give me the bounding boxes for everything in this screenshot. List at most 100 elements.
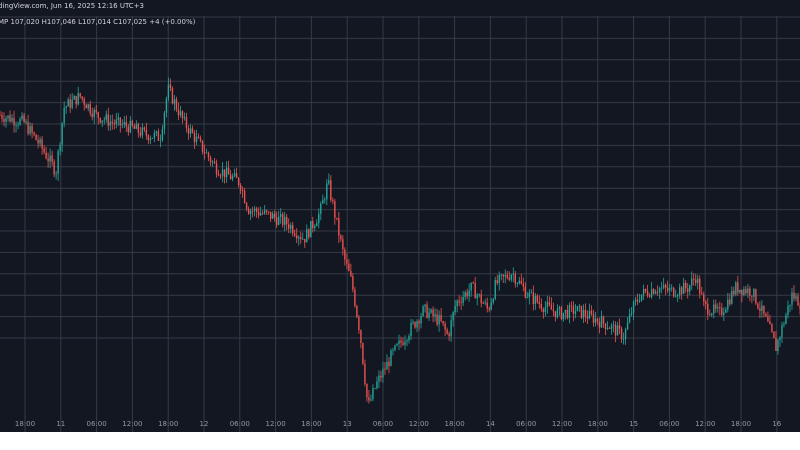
time-axis-tick-label: 18:00 (731, 420, 751, 428)
candle-body (753, 289, 755, 297)
candle-body (370, 399, 372, 401)
candle-body (320, 203, 322, 214)
time-axis-tick-label: 18:00 (15, 420, 35, 428)
time-axis-tick-label: 06:00 (373, 420, 393, 428)
candle-body (117, 117, 119, 120)
candle-body (380, 375, 382, 378)
candle-body (57, 151, 59, 174)
candle-body (328, 180, 330, 184)
candle-body (640, 294, 643, 301)
candle-body (221, 169, 224, 176)
candle-body (693, 278, 695, 280)
candle-body (296, 235, 298, 239)
time-axis-tick-label: 15 (629, 420, 638, 428)
candle-body (604, 323, 607, 330)
candle-body (392, 349, 394, 351)
candle-body (634, 299, 637, 302)
candle-body (195, 136, 198, 142)
candle-body (55, 173, 57, 175)
candle-body (127, 126, 130, 133)
candle-body (775, 338, 777, 351)
time-axis-tick-label: 18:00 (588, 420, 608, 428)
candle-body (777, 340, 779, 351)
candle-body (769, 321, 771, 325)
candle-body (452, 312, 454, 321)
candle-body (334, 201, 336, 218)
time-axis-tick-label: 16 (772, 420, 781, 428)
candle-body (729, 299, 731, 304)
candle-body (660, 287, 663, 289)
candle-body (177, 109, 180, 116)
candle-body (508, 277, 510, 280)
candle-body (420, 316, 422, 324)
candle-body (149, 138, 152, 141)
candle-body (703, 294, 705, 302)
time-axis-tick-label: 12:00 (266, 420, 286, 428)
candle-body (482, 303, 484, 305)
candle-body (592, 314, 595, 323)
candle-body (685, 282, 687, 289)
candle-body (312, 221, 314, 228)
candle-body (594, 318, 597, 323)
candle-body (400, 340, 402, 343)
candle-body (125, 122, 128, 127)
time-axis-background (0, 432, 800, 450)
candle-body (498, 275, 500, 284)
candle-body (476, 295, 478, 299)
candle-body (731, 290, 733, 304)
candle-body (464, 292, 466, 298)
candle-body (478, 294, 480, 296)
candle-body (171, 88, 174, 104)
candle-body (624, 329, 627, 340)
time-axis-tick-label: 18:00 (445, 420, 465, 428)
candle-body (179, 111, 182, 116)
candle-body (109, 121, 111, 126)
candle-body (65, 106, 67, 108)
candle-body (394, 345, 396, 350)
candle-body (783, 323, 785, 326)
candle-body (376, 381, 378, 389)
candle-body (468, 290, 470, 297)
candle-body (314, 226, 316, 228)
candle-body (795, 296, 797, 299)
candle-body (61, 122, 63, 145)
candle-body (51, 155, 53, 162)
candle-body (3, 118, 5, 122)
candle-body (588, 310, 591, 319)
candle-body (39, 139, 41, 144)
candle-body (386, 361, 388, 370)
candle-body (681, 287, 683, 294)
candle-body (440, 314, 442, 321)
candle-body (448, 333, 450, 337)
candle-body (346, 259, 348, 264)
candle-body (490, 302, 492, 310)
candle-body (562, 312, 565, 320)
candle-body (33, 132, 35, 135)
candle-body (15, 124, 17, 126)
candle-body (658, 288, 661, 292)
candle-body (344, 249, 346, 260)
candle-body (277, 216, 280, 225)
candle-body (101, 120, 103, 123)
candle-body (568, 305, 571, 318)
candle-body (586, 316, 589, 319)
candle-body (269, 211, 272, 219)
candle-body (75, 95, 77, 105)
candle-body (636, 299, 639, 302)
candle-body (687, 288, 689, 292)
candle-body (711, 313, 713, 316)
candle-body (767, 316, 769, 322)
candle-body (95, 109, 97, 113)
candle-body (664, 284, 667, 288)
candle-body (23, 115, 25, 122)
candle-body (717, 307, 719, 309)
candle-body (197, 136, 200, 139)
candle-body (53, 161, 55, 175)
candle-body (554, 311, 557, 318)
candle-body (185, 117, 188, 129)
candle-body (412, 321, 414, 323)
candle-body (119, 117, 122, 126)
candle-body (111, 121, 113, 124)
